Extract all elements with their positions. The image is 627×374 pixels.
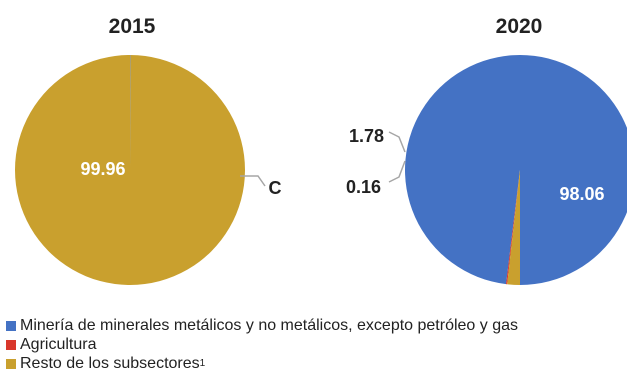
data-label-2020-2: 1.78 [349, 126, 384, 146]
pie-chart-2015: 2015 99.96 C [14, 15, 282, 286]
legend-label-mineria: Minería de minerales metálicos y no metá… [20, 317, 519, 334]
legend-item-agricultura: Agricultura [6, 335, 626, 354]
data-label-2020-1: 0.16 [346, 177, 381, 197]
pie-chart-2020: 2020 98.06 0.16 1.78 [346, 15, 627, 285]
data-label-2015-1: C [269, 178, 282, 198]
chart-title-2020: 2020 [496, 15, 543, 38]
pie-slice-2020-1 [506, 170, 520, 285]
legend: Minería de minerales metálicos y no metá… [6, 316, 626, 373]
legend-swatch-resto [6, 358, 16, 369]
legend-item-mineria: Minería de minerales metálicos y no metá… [6, 316, 626, 335]
pie-slice-2015-0 [14, 55, 245, 286]
pie-slice-2020-0 [405, 55, 627, 285]
leader-line-2015-1 [240, 175, 266, 187]
pie-charts: 2015 99.96 C 2020 98.06 0.16 1.78 [14, 15, 627, 286]
pie-slice-2020-2 [507, 170, 520, 285]
legend-swatch-mineria [6, 320, 16, 331]
legend-item-resto: Resto de los subsectores 1 [6, 354, 626, 373]
legend-swatch-agricultura [6, 339, 16, 350]
leader-line-2020-1 [388, 160, 406, 183]
legend-label-resto: Resto de los subsectores [20, 355, 200, 372]
legend-label-agricultura: Agricultura [20, 336, 97, 353]
data-label-2020-0: 98.06 [559, 184, 604, 204]
data-label-2015-0: 99.96 [80, 159, 125, 179]
leader-line-2020-2 [388, 131, 406, 153]
chart-title-2015: 2015 [109, 15, 156, 38]
